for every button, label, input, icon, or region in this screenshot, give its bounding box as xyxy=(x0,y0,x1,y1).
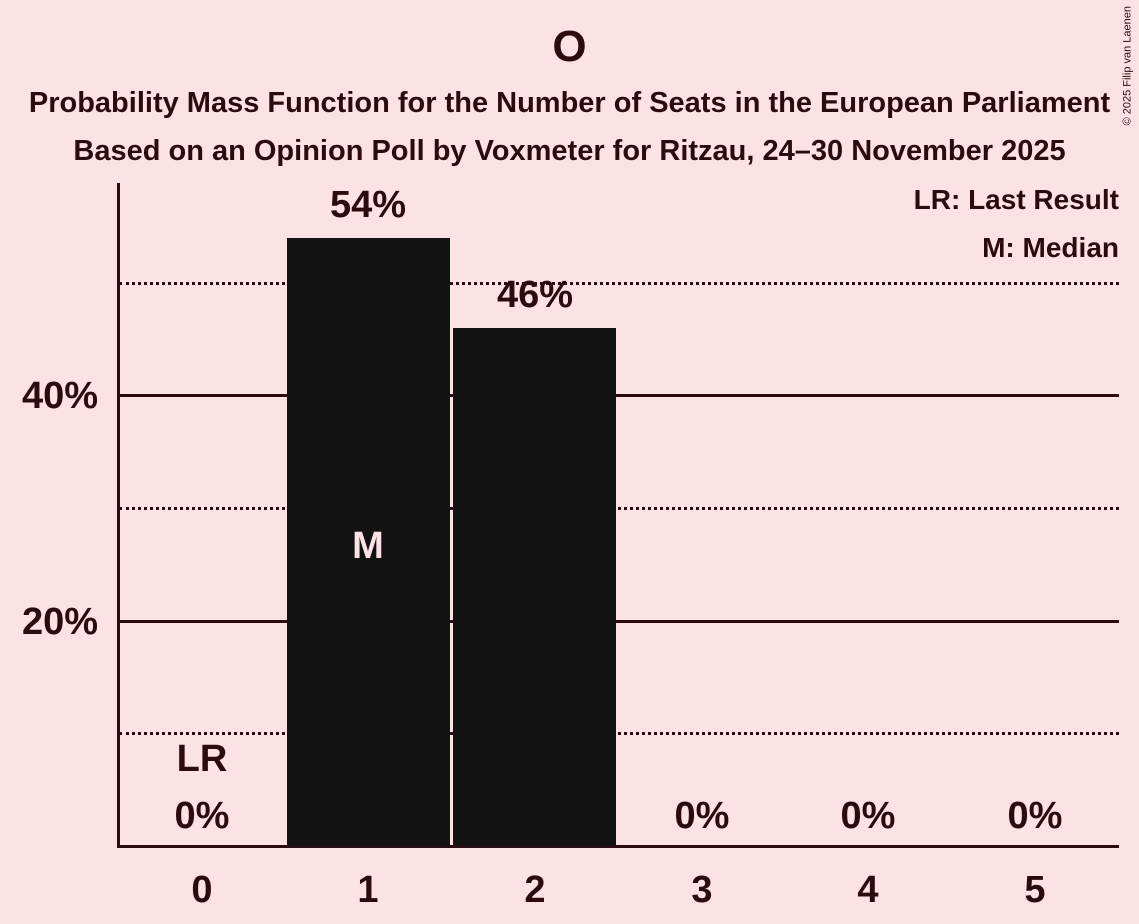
y-axis-line xyxy=(117,183,120,846)
bar-value-label-4: 0% xyxy=(840,795,896,837)
x-tick-3: 3 xyxy=(691,869,713,911)
x-tick-4: 4 xyxy=(857,869,879,911)
x-tick-0: 0 xyxy=(191,869,213,911)
x-tick-2: 2 xyxy=(524,869,546,911)
gridline-10pct xyxy=(119,732,1119,735)
gridline-50pct xyxy=(119,282,1119,285)
x-tick-5: 5 xyxy=(1024,869,1046,911)
bar-value-label-0: 0% xyxy=(174,795,230,837)
chart-subtitle: Probability Mass Function for the Number… xyxy=(28,87,1111,119)
x-axis-line xyxy=(117,845,1119,848)
bar-value-label-3: 0% xyxy=(674,795,730,837)
last-result-marker: LR xyxy=(176,738,228,780)
y-tick-20: 20% xyxy=(21,601,98,643)
chart-title: O xyxy=(552,22,587,71)
copyright-notice: © 2025 Filip van Laenen xyxy=(1121,6,1133,126)
bar-value-label-5: 0% xyxy=(1007,795,1063,837)
legend: LR: Last Result M: Median xyxy=(914,176,1119,272)
bar-value-label-1: 54% xyxy=(329,184,407,226)
x-tick-1: 1 xyxy=(357,869,379,911)
y-tick-40: 40% xyxy=(21,375,98,417)
bar-value-label-2: 46% xyxy=(496,274,574,316)
legend-median: M: Median xyxy=(982,232,1119,263)
gridline-40pct xyxy=(119,394,1119,397)
bar-seats-1 xyxy=(287,238,450,846)
bar-seats-2 xyxy=(453,328,616,846)
chart-poll-source: Based on an Opinion Poll by Voxmeter for… xyxy=(73,135,1066,167)
gridline-30pct xyxy=(119,507,1119,510)
legend-last-result: LR: Last Result xyxy=(913,184,1119,215)
gridline-20pct xyxy=(119,620,1119,623)
median-marker: M xyxy=(352,525,384,567)
